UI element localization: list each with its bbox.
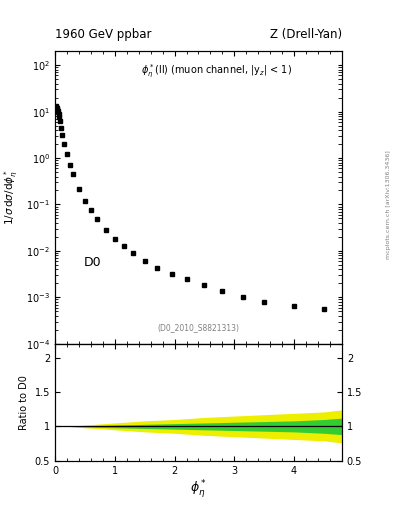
Text: D0: D0 (84, 256, 101, 269)
X-axis label: $\phi_\eta^*$: $\phi_\eta^*$ (190, 478, 207, 500)
Y-axis label: $1/\sigma\,\mathregular{d}\sigma/\mathregular{d}\phi_\eta^*$: $1/\sigma\,\mathregular{d}\sigma/\mathre… (3, 169, 20, 225)
Text: $\phi_\eta^*$(ll) (muon channel, |y$_z$| < 1): $\phi_\eta^*$(ll) (muon channel, |y$_z$|… (141, 63, 292, 80)
Y-axis label: Ratio to D0: Ratio to D0 (19, 375, 29, 430)
Text: 1960 GeV ppbar: 1960 GeV ppbar (55, 28, 152, 41)
Text: Z (Drell-Yan): Z (Drell-Yan) (270, 28, 342, 41)
Text: (D0_2010_S8821313): (D0_2010_S8821313) (158, 323, 239, 332)
Text: mcplots.cern.ch [arXiv:1306.3436]: mcplots.cern.ch [arXiv:1306.3436] (386, 151, 391, 259)
